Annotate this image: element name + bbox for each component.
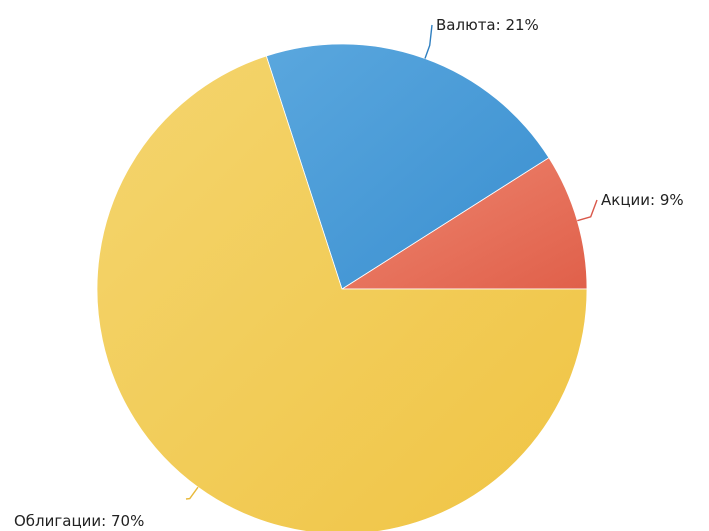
leader-lines [185,24,598,500]
slice-label-облигации: Облигации: 70% [14,512,144,530]
leader-line-акции [577,199,598,222]
slice-label-акции: Акции: 9% [601,191,684,209]
pie-slice-облигации [96,55,588,531]
pie-slices [96,43,588,531]
leader-line-облигации [185,486,199,500]
slice-label-валюта: Валюта: 21% [436,16,539,34]
pie-slice-валюта [265,43,550,290]
leader-line-валюта [424,24,433,59]
slice-labels: Акции: 9% Валюта: 21% Облигации: 70% [14,16,684,530]
pie-slice-акции [340,157,588,290]
